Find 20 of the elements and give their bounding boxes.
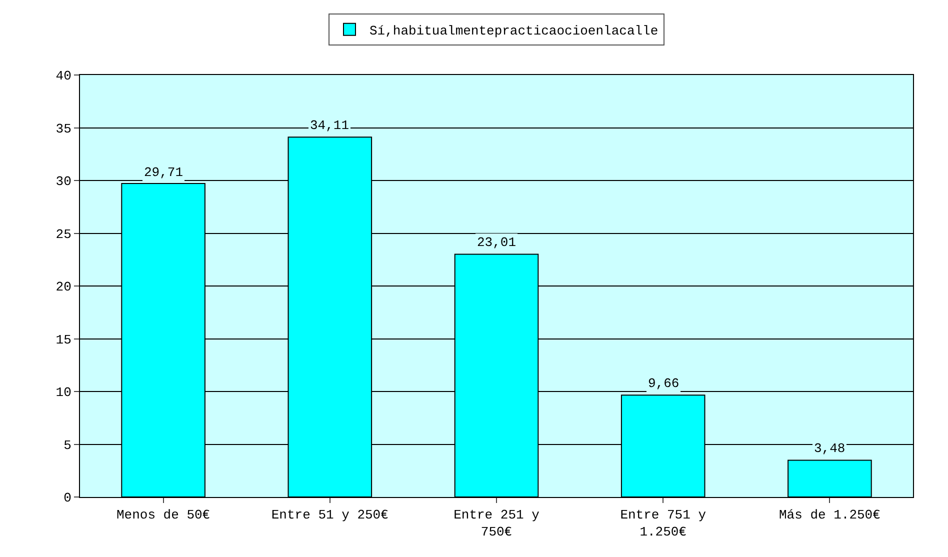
y-tick-label: 15 <box>56 332 72 348</box>
x-tick-label: Entre 51 y 250€ <box>271 508 389 523</box>
x-tick-label: Entre 751 y 1.250€ <box>620 508 706 540</box>
y-tick-label: 35 <box>56 121 72 136</box>
data-label: 3,48 <box>814 441 846 456</box>
y-tick-label: 0 <box>64 490 72 506</box>
data-label: 34,11 <box>310 118 350 133</box>
x-tick-label: Menos de 50€ <box>116 508 210 523</box>
y-tick-label: 20 <box>56 280 72 295</box>
legend-label: Sí,habitualmentepracticaocioenlacalle <box>370 23 658 38</box>
data-label: 23,01 <box>477 235 516 250</box>
data-label: 29,71 <box>144 165 184 180</box>
data-label: 9,66 <box>648 376 680 391</box>
y-tick-label: 5 <box>64 438 72 453</box>
y-tick-label: 10 <box>56 385 72 400</box>
y-tick-label: 30 <box>56 174 72 190</box>
x-tick-label: Más de 1.250€ <box>778 508 881 523</box>
y-tick-label: 40 <box>56 68 72 84</box>
x-tick-label: Entre 251 y 750€ <box>454 508 540 540</box>
y-tick-label: 25 <box>56 226 72 242</box>
